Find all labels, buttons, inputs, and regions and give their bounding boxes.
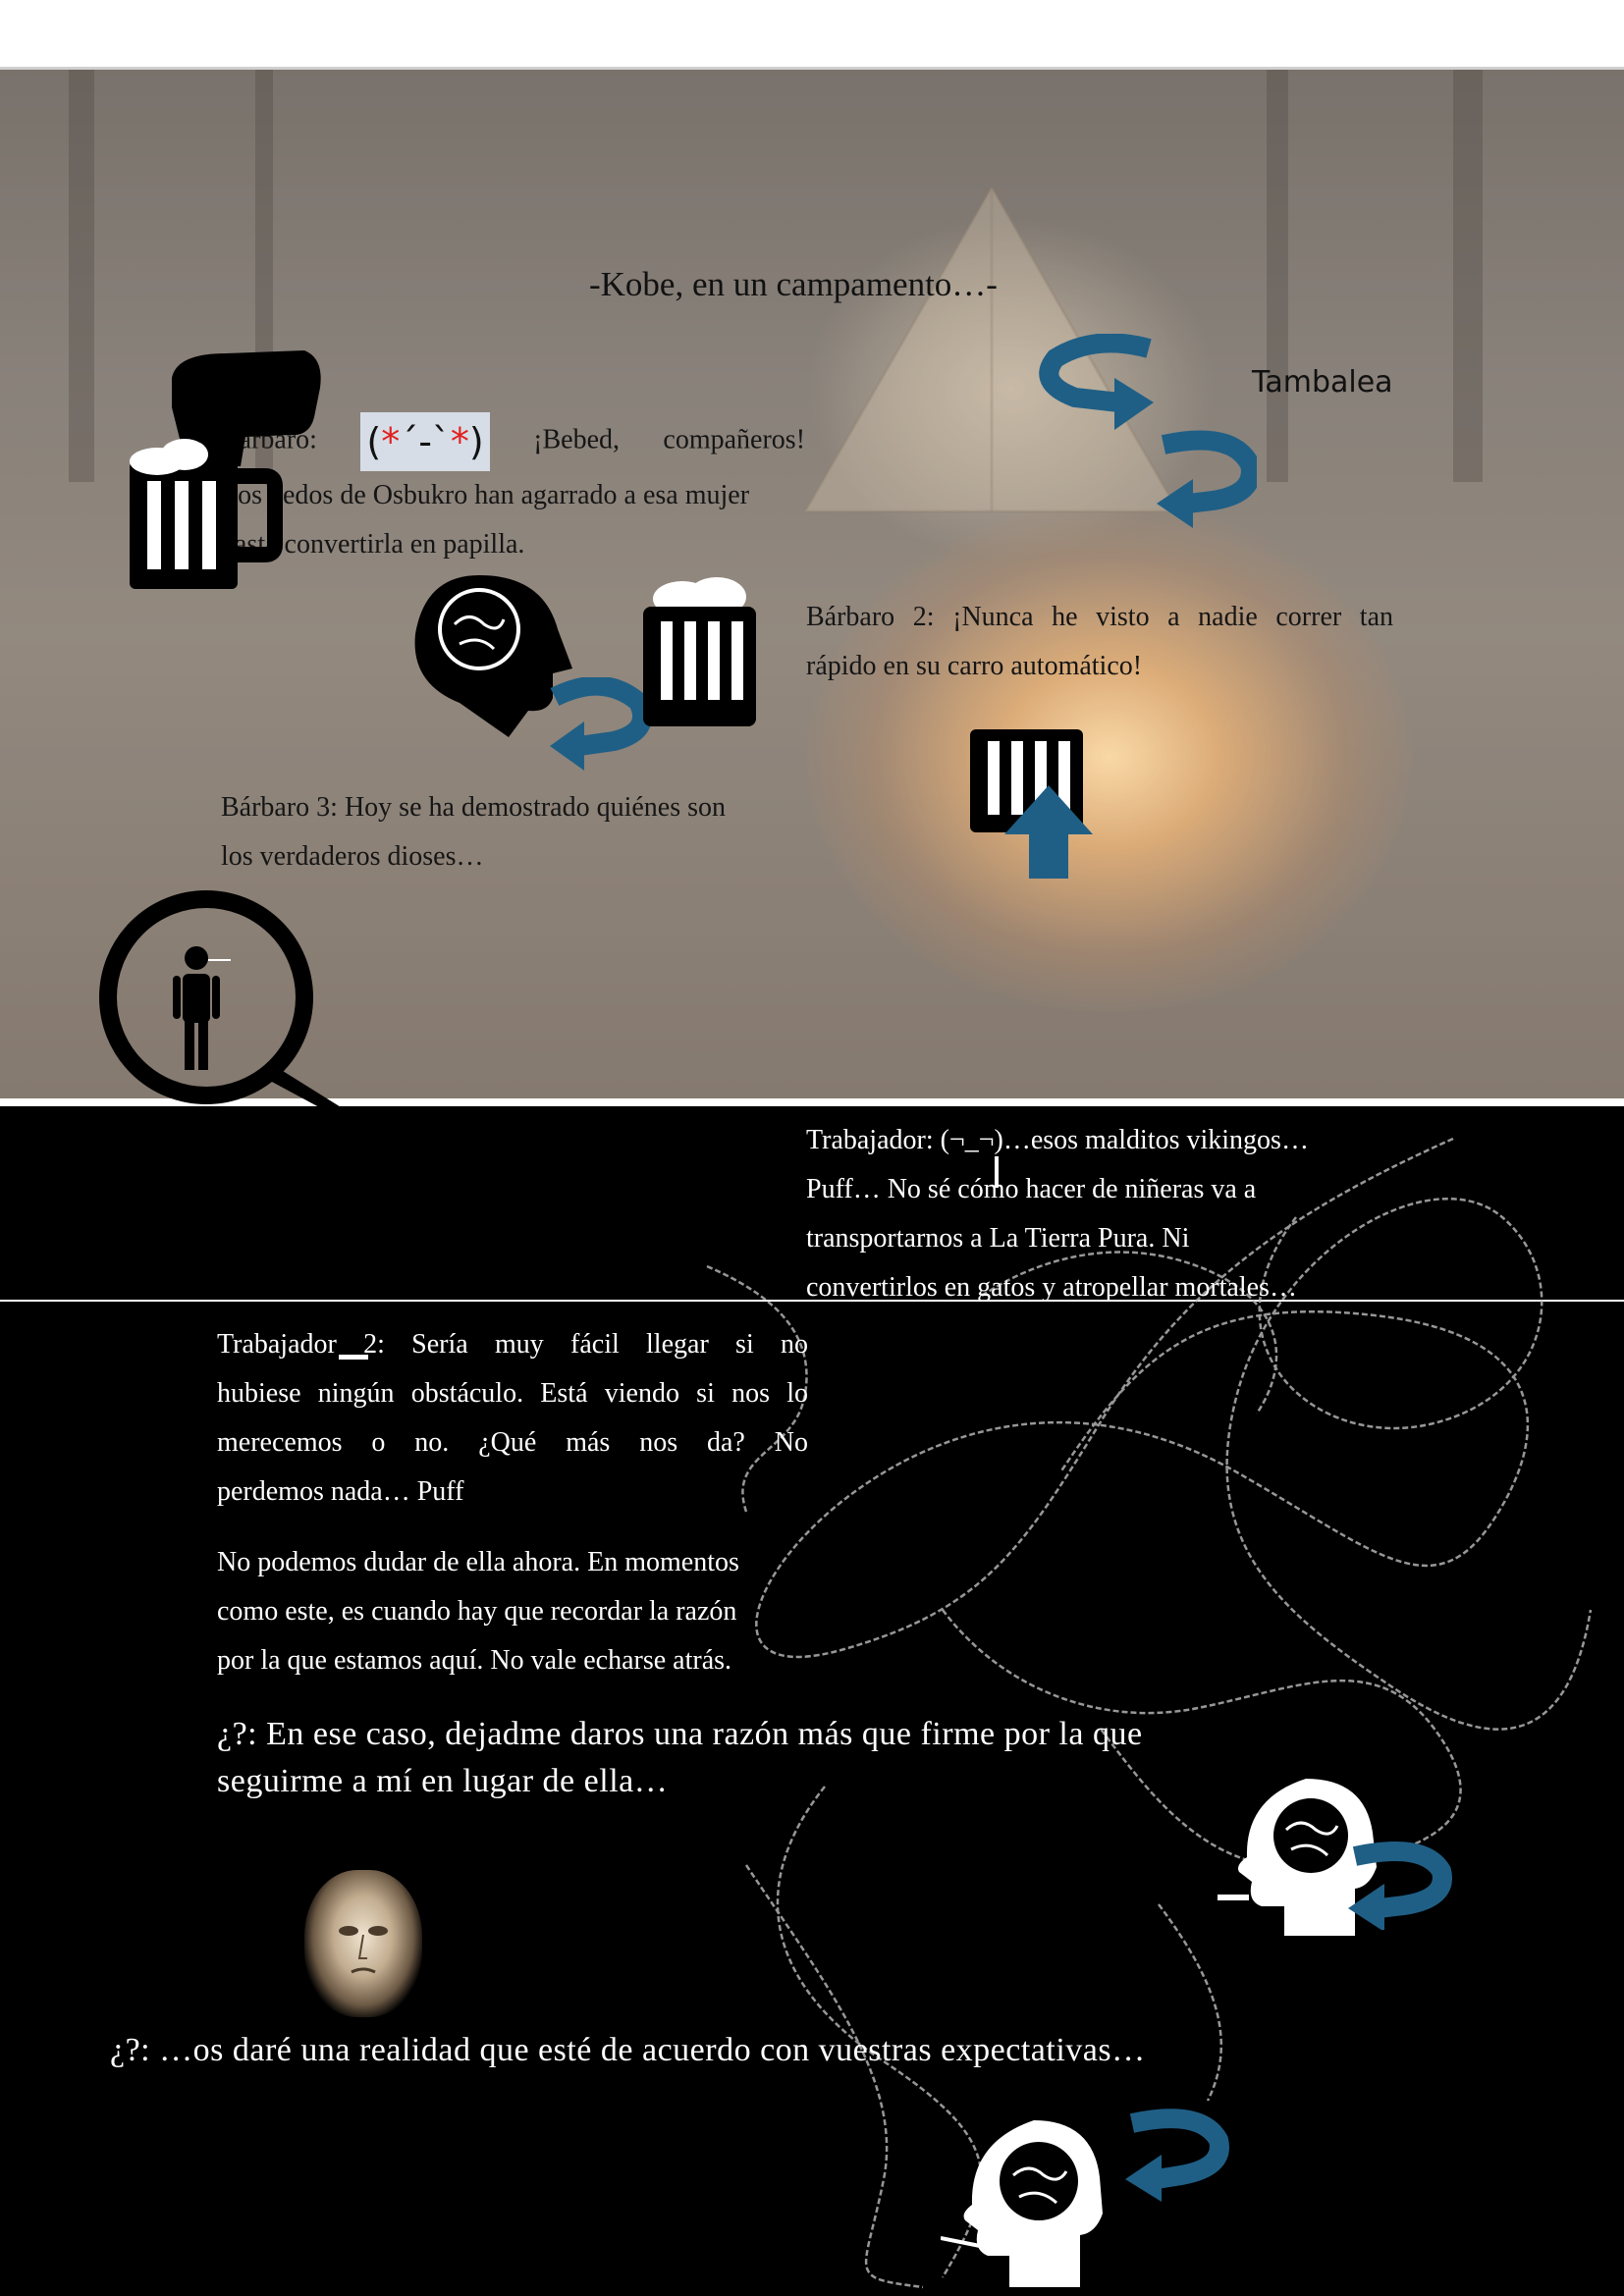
trabajador-line: convertirlos en gatos y atropellar morta…	[806, 1272, 1297, 1303]
beer-mug-icon	[130, 350, 321, 589]
brain-head-icon	[414, 575, 572, 737]
rotate-arrow-icon	[550, 677, 652, 771]
trabajador-dialogue: Trabajador: (¬_¬)…esos malditos vikingos…	[806, 1116, 1395, 1312]
scene-divider	[0, 1098, 1624, 1106]
trabajador2-line: Trabajador 2: Sería muy fácil llegar si …	[217, 1329, 808, 1360]
campfire-glow	[805, 502, 1414, 1012]
tree-trunk	[1453, 70, 1483, 482]
trabajador-line: transportarnos a La Tierra Pura. Ni	[806, 1223, 1190, 1254]
trabajador2-line: hubiese ningún obstáculo. Está viendo si…	[217, 1378, 808, 1409]
brain-head-icon	[1218, 1779, 1377, 1936]
mystery-line: ¿?: En ese caso, dejadme daros una razón…	[217, 1716, 1143, 1752]
up-arrow-icon	[1004, 785, 1093, 879]
stone-face-image	[304, 1870, 422, 2017]
section-divider	[0, 1300, 1624, 1302]
barbaro1-exclamation: ¡Bebed, compañeros!	[533, 424, 806, 455]
tree-trunk	[1267, 70, 1288, 482]
rotate-arrow-icon	[1125, 2109, 1229, 2202]
magnifier-person-icon	[99, 890, 353, 1115]
brain-head-icon	[941, 2120, 1103, 2287]
stone-face-features	[339, 1926, 388, 1974]
page-top-margin	[0, 0, 1624, 69]
barbaro2-dialogue: Bárbaro 2: ¡Nunca he visto a nadie corre…	[806, 593, 1393, 691]
barbaro1-line: Los dedos de Osbukro han agarrado a esa …	[221, 480, 750, 510]
sound-effect-label: Tambalea	[1252, 365, 1393, 400]
narration-line: por la que estamos aquí. No vale echarse…	[217, 1645, 732, 1676]
narration-line: como este, es cuando hay que recordar la…	[217, 1596, 737, 1627]
trabajador-line: Trabajador: (¬_¬)…esos malditos vikingos…	[806, 1125, 1309, 1155]
mystery-line: seguirme a mí en lugar de ella…	[217, 1763, 669, 1799]
trabajador2-dialogue: Trabajador 2: Sería muy fácil llegar si …	[217, 1320, 808, 1517]
rotate-arrow-icon	[1348, 1842, 1452, 1930]
tick-mark-icon	[995, 1156, 999, 1188]
tick-mark-icon	[339, 1355, 368, 1360]
emoticon: (*´-`*)	[360, 412, 490, 471]
barbaro3-line: los verdaderos dioses…	[221, 841, 484, 872]
trabajador2-line: merecemos o no. ¿Qué más nos da? No	[217, 1427, 808, 1458]
mystery-voice-dialogue: ¿?: En ese caso, dejadme daros una razón…	[217, 1711, 1395, 1805]
mystery-voice-final-line: ¿?: …os daré una realidad que esté de ac…	[110, 2032, 1146, 2068]
trabajador2-line: perdemos nada… Puff	[217, 1476, 464, 1507]
scene-title: -Kobe, en un campamento…-	[589, 265, 998, 303]
barbaro3-line: Bárbaro 3: Hoy se ha demostrado quiénes …	[221, 792, 726, 823]
rotate-arrow-icon	[1157, 430, 1257, 528]
beer-mug-icon	[643, 577, 756, 726]
barbaro2-line: rápido en su carro automático!	[806, 651, 1143, 681]
narration-paragraph: No podemos dudar de ella ahora. En momen…	[217, 1538, 808, 1685]
tree-trunk	[69, 70, 94, 482]
top-divider	[0, 67, 1624, 70]
narration-line: No podemos dudar de ella ahora. En momen…	[217, 1547, 739, 1577]
rotate-arrow-icon	[1039, 334, 1154, 430]
scribble-icon	[706, 1137, 1593, 2289]
trabajador-line: Puff… No sé cómo hacer de niñeras va a	[806, 1174, 1257, 1204]
barbaro3-dialogue: Bárbaro 3: Hoy se ha demostrado quiénes …	[221, 783, 810, 881]
barbaro2-line: Bárbaro 2: ¡Nunca he visto a nadie corre…	[806, 602, 1393, 632]
